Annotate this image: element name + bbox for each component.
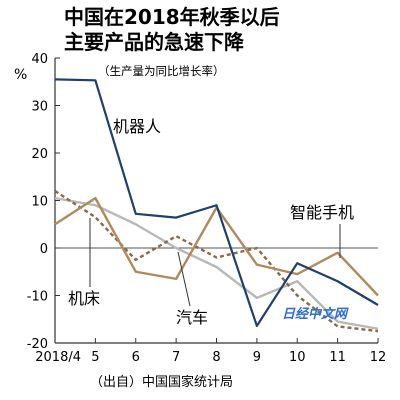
y-tick-label: -10: [27, 290, 48, 305]
x-tick-label: 12: [370, 350, 387, 365]
series-line-3: [54, 189, 379, 333]
series-line-1: [54, 78, 379, 327]
x-tick-label: 9: [253, 350, 261, 365]
series-group: [54, 78, 379, 333]
watermark-text: 日经中文网: [282, 306, 349, 322]
source-note: （出自）中国国家统计局: [90, 374, 233, 390]
x-tick-label: 5: [91, 350, 99, 365]
axes-group: [54, 57, 379, 344]
y-tick-label: -20: [27, 337, 48, 352]
y-tick-label: 40: [31, 52, 48, 67]
chart-title-line-2: 主要产品的急速下降: [64, 30, 245, 54]
y-tick-label: 20: [31, 147, 48, 162]
y-tick-label: 10: [31, 195, 48, 210]
x-tick-label: 11: [329, 350, 346, 365]
y-tick-label: 30: [31, 100, 48, 115]
y-unit-label: %: [14, 67, 27, 83]
series-label-2: 智能手机: [290, 203, 354, 222]
x-tick-label: 10: [289, 350, 306, 365]
chart-title-line-1: 中国在2018年秋季以后: [64, 5, 280, 29]
label-leader-line: [177, 251, 191, 307]
series-line-4: [54, 196, 379, 330]
y-tick-label: 0: [40, 242, 48, 257]
series-label-3: 机床: [68, 289, 100, 308]
x-tick-label: 8: [212, 350, 220, 365]
x-tick-label: 7: [172, 350, 180, 365]
x-tick-label: 2018/4: [35, 350, 81, 365]
series-label-4: 汽车: [176, 308, 208, 327]
chart-subtitle: （生产量为同比增长率）: [98, 64, 225, 78]
series-label-1: 机器人: [113, 117, 161, 136]
x-tick-label: 6: [132, 350, 140, 365]
